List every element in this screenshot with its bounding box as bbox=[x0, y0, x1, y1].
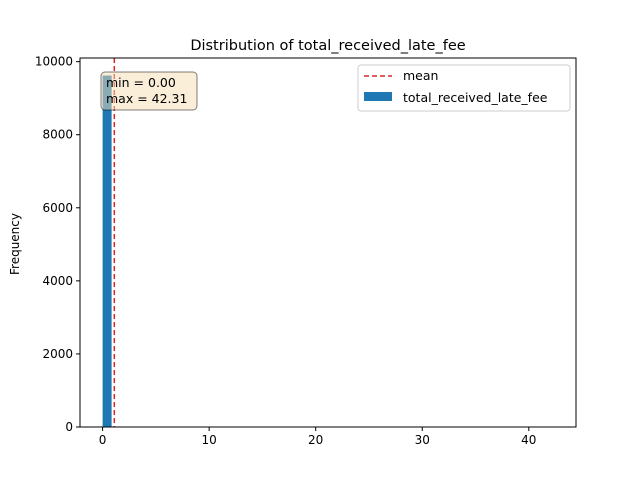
legend-series-label: total_received_late_fee bbox=[403, 90, 548, 105]
legend-frame bbox=[357, 64, 571, 112]
y-axis-label: Frequency bbox=[8, 213, 22, 275]
stats-box-background bbox=[100, 71, 198, 111]
y-tick-label: 8000 bbox=[42, 128, 73, 142]
y-tick-label: 0 bbox=[65, 420, 73, 434]
stats-box: min = 0.00 max = 42.31 bbox=[100, 71, 198, 111]
axes-frame bbox=[79, 57, 577, 428]
y-tick-label: 4000 bbox=[42, 274, 73, 288]
x-tick-label: 40 bbox=[521, 433, 536, 447]
histogram-bar bbox=[102, 75, 112, 428]
y-tick-label: 6000 bbox=[42, 201, 73, 215]
legend-series-swatch bbox=[364, 92, 392, 101]
y-tick-label: 2000 bbox=[42, 347, 73, 361]
x-tick-label: 0 bbox=[99, 433, 107, 447]
x-tick-label: 10 bbox=[202, 433, 217, 447]
legend: mean total_received_late_fee bbox=[357, 64, 571, 112]
stats-min: min = 0.00 bbox=[106, 75, 176, 90]
legend-mean-label: mean bbox=[403, 68, 438, 83]
y-tick-label: 10000 bbox=[35, 55, 73, 69]
plot-area: 0 10 20 30 40 0 2000 4000 6000 8000 10000 bbox=[35, 55, 537, 447]
chart-title: Distribution of total_received_late_fee bbox=[190, 38, 465, 54]
stats-max: max = 42.31 bbox=[106, 91, 187, 106]
x-tick-label: 20 bbox=[308, 433, 323, 447]
x-tick-label: 30 bbox=[415, 433, 430, 447]
